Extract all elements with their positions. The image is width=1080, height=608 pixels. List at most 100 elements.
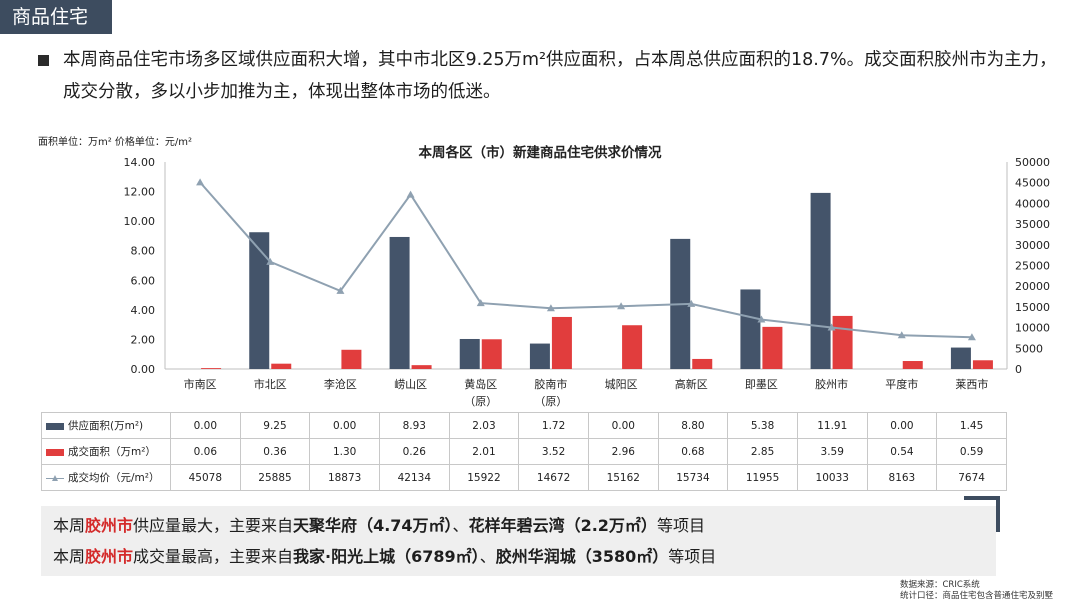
category-label: 黄岛区: [464, 377, 497, 391]
row-label-price-text: 成交均价（元/m²）: [68, 472, 160, 484]
table-cell: 3.59: [796, 438, 868, 465]
price-point: [687, 299, 696, 307]
supply-bar: [249, 232, 270, 369]
table-cell: 25885: [239, 464, 311, 491]
project-name: 天聚华府: [293, 516, 358, 535]
row-label-supply-text: 供应面积(万m²): [68, 420, 144, 432]
table-cell: 8.80: [657, 412, 729, 439]
bullet-paragraph: 本周商品住宅市场多区域供应面积大增，其中市北区9.25万m²供应面积，占本周总供…: [38, 44, 1058, 108]
table-cell: 0.00: [309, 412, 380, 439]
deal-bar: [692, 358, 713, 369]
supply-bar: [740, 289, 761, 369]
price-point: [336, 286, 345, 294]
table-cell: 0.00: [866, 412, 938, 439]
row-label-deal-text: 成交面积（万m²）: [68, 446, 156, 458]
table-cell: 8.93: [378, 412, 450, 439]
right-tick-label: 25000: [1015, 260, 1050, 273]
bullet-text: 本周商品住宅市场多区域供应面积大增，其中市北区9.25万m²供应面积，占本周总供…: [63, 50, 1057, 102]
project-name: 我家·阳光上城: [293, 547, 396, 566]
summary-text: 本周: [53, 547, 86, 566]
category-label: 市南区: [184, 377, 217, 391]
price-point: [406, 190, 415, 198]
category-label: 崂山区: [394, 378, 427, 391]
price-point: [546, 304, 555, 312]
left-tick-label: 0.00: [131, 363, 156, 376]
deal-bar: [622, 325, 643, 369]
legend-supply-swatch: [46, 422, 64, 430]
price-point: [967, 333, 976, 341]
table-cell: 45078: [170, 464, 241, 491]
right-tick-label: 5000: [1015, 342, 1043, 355]
deal-bar: [762, 326, 783, 369]
project-value: （3580㎡）: [575, 547, 669, 566]
table-cell: 2.96: [587, 438, 659, 465]
table-row-supply: 供应面积(万m²) 0.00 9.25 0.00 8.93 2.03 1.72 …: [41, 412, 1007, 439]
left-tick-label: 14.00: [124, 156, 156, 169]
category-label: 李沧区: [324, 377, 357, 391]
table-cell: 1.30: [309, 438, 380, 465]
table-cell: 42134: [378, 464, 450, 491]
chart-title: 本周各区（市）新建商品住宅供求价情况: [419, 144, 662, 161]
category-label: 胶南市: [534, 377, 567, 391]
left-tick-label: 10.00: [124, 215, 156, 228]
category-label: 胶州市: [815, 377, 848, 391]
category-label: 即墨区: [745, 378, 778, 391]
price-point: [196, 178, 205, 186]
right-tick-label: 20000: [1015, 280, 1050, 293]
summary-box: 本周胶州市供应量最大，主要来自天聚华府（4.74万㎡）、花样年碧云湾（2.2万㎡…: [41, 506, 996, 576]
section-tag: 商品住宅: [0, 0, 112, 34]
table-cell: 2.03: [448, 412, 520, 439]
table-cell: 0.36: [239, 438, 311, 465]
supply-bar: [950, 347, 971, 369]
summary-text: 本周: [53, 516, 86, 535]
deal-bar: [271, 363, 292, 369]
price-point: [827, 323, 836, 331]
project-name: 花样年碧云湾: [468, 516, 565, 535]
table-cell: 0.26: [378, 438, 450, 465]
table-cell: 15922: [448, 464, 520, 491]
deal-bar: [551, 316, 572, 369]
right-tick-label: 0: [1015, 363, 1022, 376]
table-cell: 3.52: [518, 438, 589, 465]
table-cell: 0.59: [936, 438, 1007, 465]
project-value: （6789㎡）: [395, 547, 480, 566]
project-value: （4.74万㎡）: [357, 516, 453, 535]
supply-demand-price-chart: 本周各区（市）新建商品住宅供求价情况 0.00 2.00 4.00 6.00 8.00 10…: [124, 144, 1051, 408]
supply-bar: [810, 192, 831, 369]
left-tick-label: 4.00: [131, 304, 156, 317]
table-cell: 0.54: [866, 438, 938, 465]
table-cell: 18873: [309, 464, 380, 491]
category-label: （原）: [464, 395, 497, 408]
data-table: 供应面积(万m²) 0.00 9.25 0.00 8.93 2.03 1.72 …: [41, 412, 1007, 491]
table-cell: 0.00: [170, 412, 241, 439]
right-tick-label: 35000: [1015, 218, 1050, 231]
deal-bar: [481, 339, 502, 369]
left-tick-label: 6.00: [131, 274, 156, 287]
table-cell: 15162: [587, 464, 659, 491]
source-line-1: 数据来源：CRIC系统: [900, 580, 980, 590]
summary-highlight: 胶州市: [85, 547, 134, 566]
supply-bar: [459, 338, 480, 369]
right-tick-label: 10000: [1015, 322, 1050, 335]
table-row-price: 成交均价（元/m²） 45078 25885 18873 42134 15922…: [41, 464, 1007, 491]
category-label: （原）: [534, 395, 567, 408]
left-tick-label: 8.00: [131, 245, 156, 258]
row-label-price: 成交均价（元/m²）: [41, 464, 171, 491]
summary-text: 等项目: [656, 516, 705, 535]
row-label-supply: 供应面积(万m²): [41, 412, 171, 439]
summary-line-2: 本周胶州市成交量最高，主要来自我家·阳光上城（6789㎡）、胶州华润城（3580…: [53, 542, 716, 572]
left-tick-label: 2.00: [131, 333, 156, 346]
table-cell: 2.85: [727, 438, 798, 465]
supply-bar: [529, 343, 550, 369]
price-point: [757, 315, 766, 323]
table-cell: 0.06: [170, 438, 241, 465]
table-cell: 1.72: [518, 412, 589, 439]
legend-deal-swatch: [46, 448, 64, 456]
summary-highlight: 胶州市: [85, 516, 134, 535]
source-line-2: 统计口径：商品住宅包含普通住宅及别墅: [900, 591, 1054, 601]
summary-separator: 、: [479, 547, 496, 566]
units-label: 面积单位：万m² 价格单位：元/m²: [38, 137, 193, 148]
table-cell: 15734: [657, 464, 729, 491]
price-point: [266, 257, 275, 265]
legend-price-line-icon: [46, 474, 64, 483]
